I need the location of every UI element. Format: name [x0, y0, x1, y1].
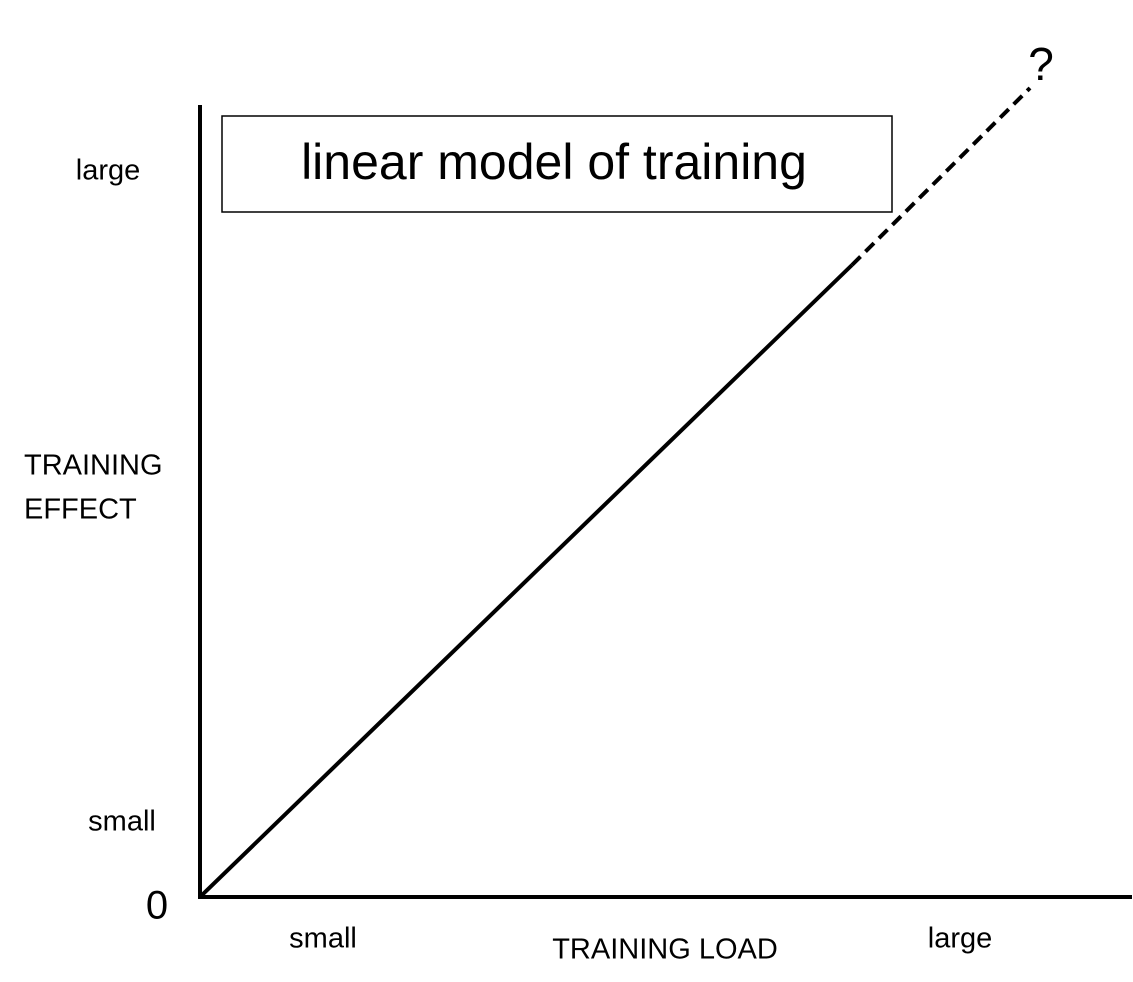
x-left-label: small	[289, 923, 357, 955]
question-mark: ?	[1028, 38, 1054, 90]
origin-label: 0	[146, 884, 168, 928]
title: linear model of training	[301, 134, 807, 190]
y-bottom-label: small	[88, 806, 156, 838]
x-axis-label: TRAINING LOAD	[552, 934, 778, 966]
title-box	[221, 115, 893, 213]
model-line	[199, 263, 854, 898]
y-axis-label: TRAINING	[24, 450, 163, 482]
extrapolated-line	[850, 86, 1032, 267]
x-right-label: large	[928, 923, 993, 955]
y-top-label: large	[76, 155, 141, 187]
y-axis-label: EFFECT	[24, 494, 137, 526]
